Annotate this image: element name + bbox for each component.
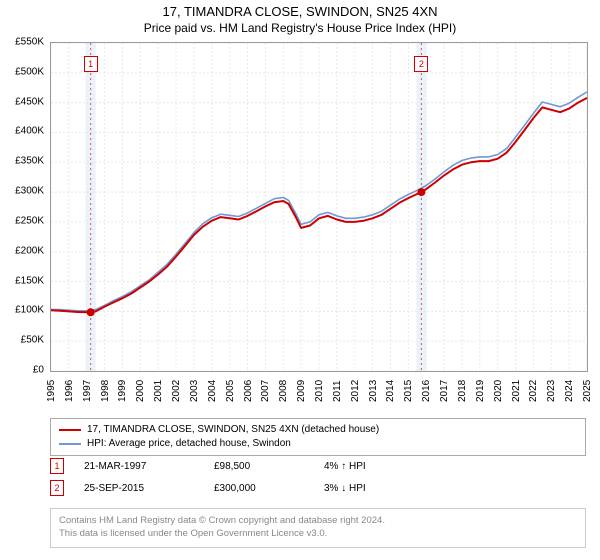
sale-marker-inline: 2 [50,480,64,496]
sale-price: £98,500 [214,461,304,472]
x-tick-label: 2025 [582,380,593,402]
x-tick-label: 2023 [546,380,557,402]
x-tick-label: 2006 [243,380,254,402]
x-tick-label: 2024 [564,380,575,402]
y-tick-label: £350K [15,156,44,167]
y-tick-label: £100K [15,305,44,316]
sale-marker-2: 2 [414,56,428,72]
sale-date: 21-MAR-1997 [84,461,194,472]
sales-table: 1 21-MAR-1997 £98,500 4% ↑ HPI 2 25-SEP-2015 £… [50,458,586,502]
legend-label-1: 17, TIMANDRA CLOSE, SWINDON, SN25 4XN (d… [87,423,379,437]
x-tick-label: 2009 [296,380,307,402]
chart [50,42,588,372]
x-tick-label: 2002 [171,380,182,402]
sale-price: £300,000 [214,483,304,494]
x-tick-label: 2004 [207,380,218,402]
x-tick-label: 1996 [64,380,75,402]
page-subtitle: Price paid vs. HM Land Registry's House … [0,21,600,35]
x-tick-label: 1997 [82,380,93,402]
y-tick-label: £300K [15,186,44,197]
x-tick-label: 2005 [225,380,236,402]
sale-marker-1: 1 [84,56,98,72]
legend-swatch-1 [59,429,81,431]
x-tick-label: 2013 [368,380,379,402]
x-tick-label: 2020 [493,380,504,402]
sale-marker-inline: 1 [50,458,64,474]
x-tick-label: 2010 [314,380,325,402]
x-tick-label: 2007 [260,380,271,402]
y-tick-label: £0 [33,365,44,376]
x-tick-label: 2011 [332,380,343,402]
sale-date: 25-SEP-2015 [84,483,194,494]
sale-row: 2 25-SEP-2015 £300,000 3% ↓ HPI [50,480,586,496]
x-tick-label: 2000 [135,380,146,402]
y-tick-label: £450K [15,96,44,107]
x-axis-labels: 1995199619971998199920002001200220032004… [50,374,588,414]
y-tick-label: £150K [15,275,44,286]
legend-row-series-1: 17, TIMANDRA CLOSE, SWINDON, SN25 4XN (d… [59,423,577,437]
footer: Contains HM Land Registry data © Crown c… [50,508,586,548]
x-tick-label: 1998 [100,380,111,402]
x-tick-label: 2018 [457,380,468,402]
legend-swatch-2 [59,443,81,445]
x-tick-label: 2003 [189,380,200,402]
legend-label-2: HPI: Average price, detached house, Swin… [87,437,291,451]
x-tick-label: 2001 [153,380,164,402]
page-title: 17, TIMANDRA CLOSE, SWINDON, SN25 4XN [0,4,600,19]
x-tick-label: 2014 [385,380,396,402]
x-tick-label: 2015 [403,380,414,402]
sale-hpi: 3% ↓ HPI [324,483,414,494]
x-tick-label: 2012 [350,380,361,402]
footer-line-1: Contains HM Land Registry data © Crown c… [59,515,577,528]
y-tick-label: £200K [15,245,44,256]
x-tick-label: 2019 [475,380,486,402]
sale-hpi: 4% ↑ HPI [324,461,414,472]
x-tick-label: 2022 [528,380,539,402]
y-tick-label: £400K [15,126,44,137]
legend: 17, TIMANDRA CLOSE, SWINDON, SN25 4XN (d… [50,418,586,456]
chart-svg [51,43,587,371]
sale-row: 1 21-MAR-1997 £98,500 4% ↑ HPI [50,458,586,474]
x-tick-label: 2021 [511,380,522,402]
footer-line-2: This data is licensed under the Open Gov… [59,528,577,541]
y-tick-label: £500K [15,66,44,77]
x-tick-label: 2008 [278,380,289,402]
y-tick-label: £550K [15,37,44,48]
y-tick-label: £250K [15,215,44,226]
x-tick-label: 2016 [421,380,432,402]
y-tick-label: £50K [21,335,44,346]
x-tick-label: 1999 [117,380,128,402]
x-tick-label: 1995 [46,380,57,402]
x-tick-label: 2017 [439,380,450,402]
legend-row-series-2: HPI: Average price, detached house, Swin… [59,437,577,451]
y-axis-labels: £0£50K£100K£150K£200K£250K£300K£350K£400… [0,42,48,372]
